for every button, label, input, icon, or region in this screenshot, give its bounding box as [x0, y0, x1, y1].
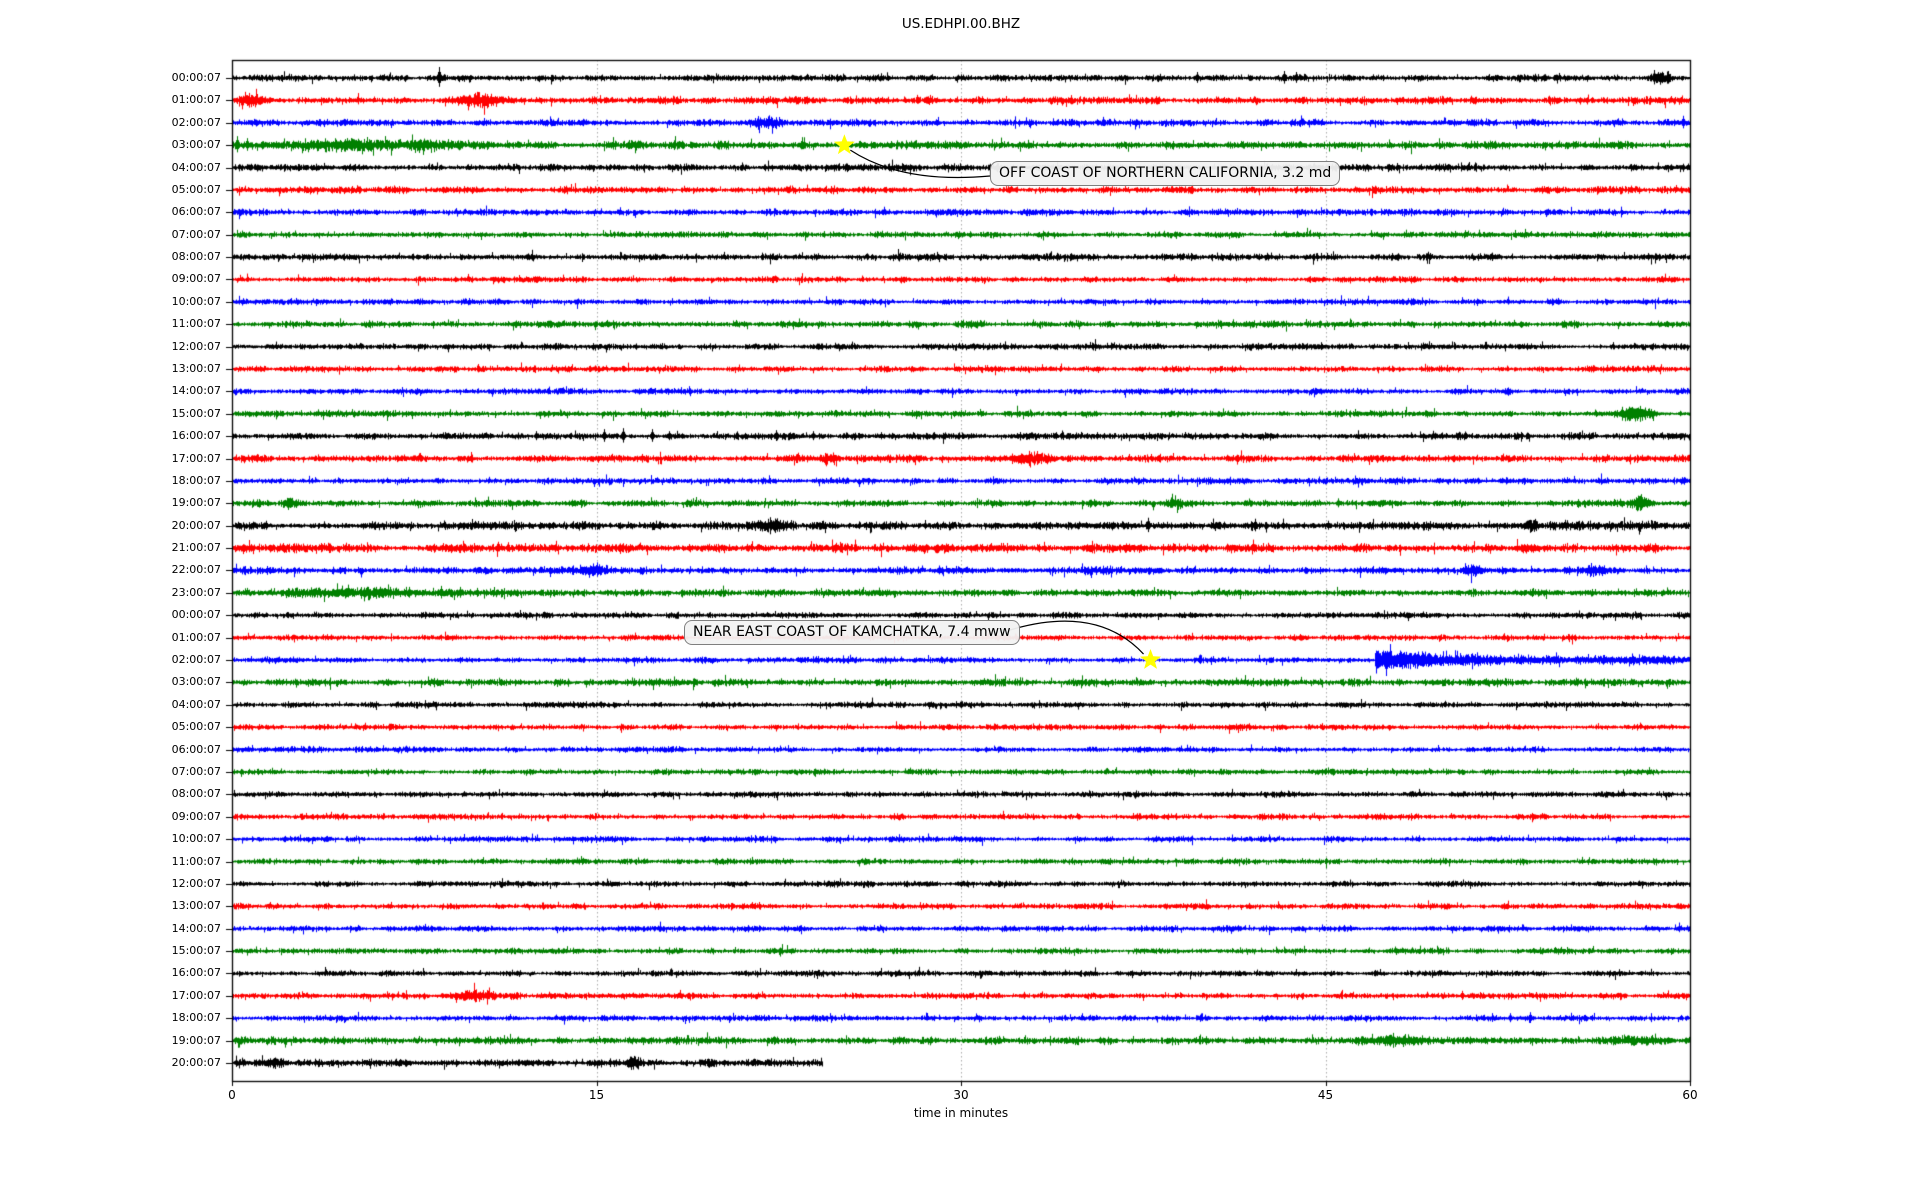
trace-time-label: 17:00:07 [171, 988, 221, 1002]
trace-time-label: 01:00:07 [171, 93, 221, 107]
trace-time-label: 09:00:07 [171, 809, 221, 823]
trace-time-label: 16:00:07 [171, 966, 221, 980]
trace-time-label: 07:00:07 [171, 764, 221, 778]
trace-time-label: 08:00:07 [171, 787, 221, 801]
trace-time-label: 20:00:07 [171, 518, 221, 532]
trace-time-label: 03:00:07 [171, 675, 221, 689]
trace-time-label: 18:00:07 [171, 1011, 221, 1025]
trace-time-label: 05:00:07 [171, 720, 221, 734]
trace-time-label: 13:00:07 [171, 899, 221, 913]
trace-time-label: 05:00:07 [171, 182, 221, 196]
trace-time-label: 09:00:07 [171, 272, 221, 286]
trace-time-label: 20:00:07 [171, 1055, 221, 1069]
trace-time-label: 04:00:07 [171, 160, 221, 174]
x-tick-label: 15 [588, 1088, 605, 1102]
trace-time-label: 11:00:07 [171, 854, 221, 868]
x-tick-label: 0 [228, 1088, 236, 1102]
trace-time-label: 02:00:07 [171, 115, 221, 129]
trace-time-label: 19:00:07 [171, 496, 221, 510]
trace-time-label: 15:00:07 [171, 406, 221, 420]
trace-time-label: 11:00:07 [171, 317, 221, 331]
trace-time-label: 12:00:07 [171, 339, 221, 353]
trace-time-label: 04:00:07 [171, 697, 221, 711]
trace-time-label: 10:00:07 [171, 832, 221, 846]
trace-time-label: 02:00:07 [171, 653, 221, 667]
trace-time-label: 12:00:07 [171, 876, 221, 890]
event-annotation-norcal: OFF COAST OF NORTHERN CALIFORNIA, 3.2 md [990, 161, 1341, 186]
event-annotation-kamchatka: NEAR EAST COAST OF KAMCHATKA, 7.4 mww [684, 620, 1020, 645]
trace-time-label: 06:00:07 [171, 742, 221, 756]
trace-time-label: 19:00:07 [171, 1033, 221, 1047]
trace-time-label: 03:00:07 [171, 138, 221, 152]
trace-time-label: 23:00:07 [171, 585, 221, 599]
trace-time-label: 22:00:07 [171, 563, 221, 577]
x-tick-label: 30 [953, 1088, 969, 1102]
trace-time-label: 21:00:07 [171, 541, 221, 555]
trace-time-label: 00:00:07 [171, 608, 221, 622]
trace-time-label: 17:00:07 [171, 451, 221, 465]
trace-time-label: 15:00:07 [171, 944, 221, 958]
trace-time-label: 08:00:07 [171, 250, 221, 264]
trace-time-label: 06:00:07 [171, 205, 221, 219]
x-tick-label: 60 [1682, 1088, 1698, 1102]
trace-time-label: 16:00:07 [171, 429, 221, 443]
trace-time-label: 01:00:07 [171, 630, 221, 644]
trace-time-label: 18:00:07 [171, 473, 221, 487]
x-axis-label: time in minutes [913, 1106, 1009, 1120]
trace-time-label: 00:00:07 [171, 71, 221, 84]
chart-title: US.EDHPI.00.BHZ [901, 16, 1021, 32]
x-tick-label: 45 [1317, 1088, 1334, 1102]
trace-time-label: 07:00:07 [171, 227, 221, 241]
trace-time-label: 14:00:07 [171, 921, 221, 935]
trace-time-label: 14:00:07 [171, 384, 221, 398]
trace-time-label: 13:00:07 [171, 362, 221, 376]
trace-time-label: 10:00:07 [171, 294, 221, 308]
